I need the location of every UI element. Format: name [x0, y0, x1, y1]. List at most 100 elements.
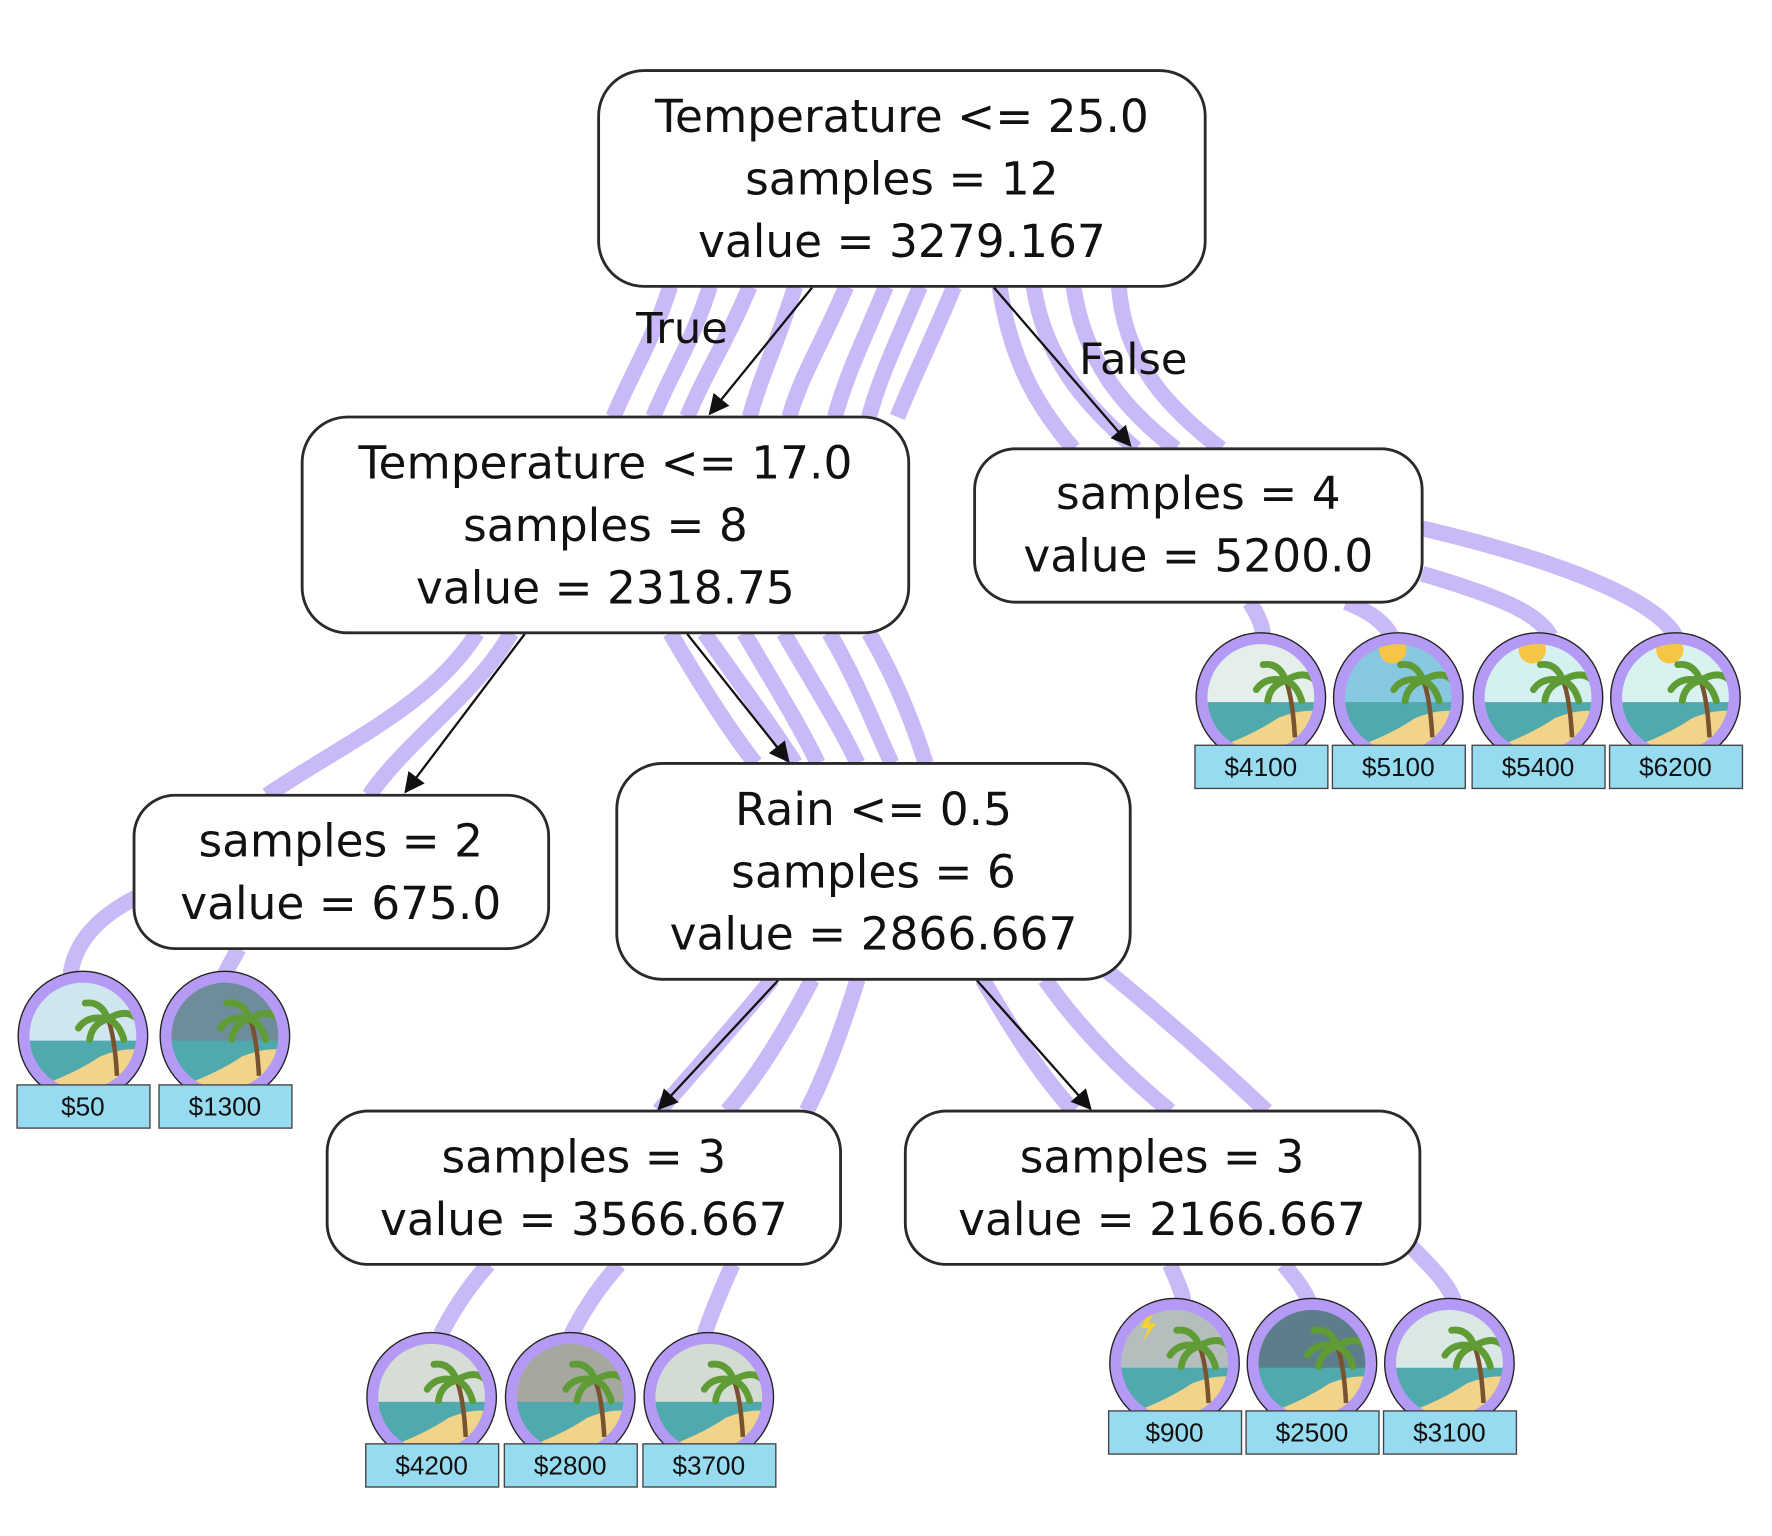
price-tag [1194, 744, 1329, 790]
flow-ribbon [889, 283, 962, 420]
flow-ribbon [606, 284, 678, 420]
edge-root-left [708, 286, 814, 416]
flow-ribbon [822, 628, 899, 767]
node-samples-text: samples = 2 [198, 815, 483, 868]
leaf-sample: $2500 [1245, 1297, 1380, 1455]
flow-ribbon [799, 976, 866, 1115]
flow-ribbon [564, 1259, 625, 1339]
beach-sun-rain-icon [1472, 632, 1604, 764]
price-label: $2500 [1276, 1418, 1349, 1448]
flow-ribbon [861, 283, 928, 420]
flow-ribbon [781, 283, 854, 420]
flow-ribbon [663, 628, 762, 769]
leaf-sample: $2800 [503, 1331, 638, 1488]
price-label: $5100 [1362, 752, 1435, 782]
edge-root-right [993, 286, 1132, 447]
beach-snow-icon [17, 970, 149, 1102]
leaf-sample: $4100 [1194, 632, 1329, 790]
flow-ribbon [645, 284, 718, 420]
price-tag [1245, 1410, 1380, 1455]
leaf-sample: $50 [16, 970, 151, 1129]
node-samples-text: samples = 12 [745, 152, 1059, 205]
flow-ribbon [1402, 1238, 1462, 1304]
node-value-text: value = 3279.167 [698, 215, 1106, 268]
leaf-samples: $50 $1300 $4100 $5100 $5400 $6200 $4200 $2800 $3… [16, 632, 1744, 1488]
node-samples-text: samples = 3 [442, 1130, 727, 1183]
node-left-right-left: samples = 3 value = 3566.667 [325, 1109, 842, 1266]
leaf-sample: $1300 [158, 970, 293, 1129]
node-left-right: Rain <= 0.5 samples = 6 value = 2866.667 [615, 762, 1132, 981]
flow-ribbon [737, 628, 826, 767]
flow-ribbon [1038, 974, 1176, 1118]
price-tag [16, 1084, 151, 1129]
leaf-sample: $3700 [642, 1331, 777, 1488]
node-right: samples = 4 value = 5200.0 [973, 447, 1424, 604]
beach-cloudy-icon [1195, 632, 1327, 764]
tree-edges: True False [404, 286, 1187, 1111]
edge-leftright-lrr [976, 979, 1092, 1111]
price-tag [158, 1084, 293, 1129]
edge-left-leftleft [404, 633, 526, 794]
node-value-text: value = 5200.0 [1023, 529, 1373, 582]
node-samples-text: samples = 6 [731, 845, 1016, 898]
beach-storm-icon [1109, 1297, 1240, 1429]
edge-leftright-lrl [657, 979, 779, 1111]
true-edge-label: True [635, 304, 728, 354]
price-label: $2800 [534, 1451, 607, 1481]
beach-sunny-icon [1332, 632, 1464, 764]
node-value-text: value = 2866.667 [670, 908, 1078, 961]
price-label: $50 [61, 1092, 105, 1122]
price-tag [365, 1443, 500, 1488]
beach-light-rain-icon [1383, 1297, 1515, 1429]
node-left-left: samples = 2 value = 675.0 [132, 793, 551, 951]
node-value-text: value = 2318.75 [416, 561, 795, 614]
leaf-sample: $900 [1107, 1297, 1243, 1455]
edge-left-leftright [686, 633, 790, 763]
node-root: Temperature <= 25.0 samples = 12 value =… [597, 69, 1207, 288]
beach-wind-icon [159, 970, 291, 1102]
leaf-sample: $4200 [365, 1331, 500, 1488]
node-value-text: value = 3566.667 [380, 1193, 788, 1246]
flow-ribbon [1102, 965, 1272, 1117]
flow-ribbon [1419, 566, 1558, 641]
flow-ribbon [1420, 520, 1683, 641]
beach-overcast-icon [366, 1331, 498, 1463]
tree-nodes: Temperature <= 25.0 samples = 12 value =… [132, 69, 1424, 1266]
price-label: $3700 [672, 1451, 745, 1481]
price-label: $4200 [395, 1451, 468, 1481]
price-tag [503, 1443, 638, 1488]
beach-sunny-icon [1610, 632, 1741, 764]
node-samples-text: samples = 4 [1056, 467, 1341, 520]
node-value-text: value = 675.0 [180, 877, 501, 930]
flow-ribbon [1242, 597, 1272, 637]
price-label: $3100 [1413, 1418, 1486, 1448]
node-samples-text: samples = 3 [1020, 1130, 1305, 1183]
node-split-text: Temperature <= 17.0 [358, 436, 853, 489]
price-tag [1107, 1410, 1243, 1455]
price-tag [1331, 744, 1466, 790]
flow-ribbon [262, 628, 484, 802]
flow-ribbon [776, 628, 865, 767]
price-tag [1382, 1410, 1518, 1455]
flow-ribbon [827, 283, 894, 420]
beach-cloudy-icon [643, 1331, 775, 1463]
beach-fog-icon [504, 1331, 636, 1463]
node-samples-text: samples = 8 [463, 499, 748, 552]
price-label: $1300 [189, 1092, 262, 1122]
flow-ribbon [433, 1259, 495, 1339]
flow-ribbon [1110, 285, 1226, 456]
price-label: $900 [1145, 1418, 1203, 1448]
price-tag [642, 1443, 777, 1488]
flow-ribbon [742, 284, 803, 420]
flow-ribbon [62, 890, 140, 977]
flow-ribbon [1162, 1261, 1192, 1303]
flow-ribbon [696, 1261, 740, 1338]
node-split-text: Temperature <= 25.0 [654, 90, 1149, 143]
price-tag [1471, 744, 1606, 790]
flow-ribbon [1065, 285, 1181, 456]
flow-ribbon [721, 975, 820, 1117]
node-split-text: Rain <= 0.5 [735, 783, 1012, 836]
leaf-sample: $5400 [1471, 632, 1606, 790]
node-left: Temperature <= 17.0 samples = 8 value = … [300, 415, 911, 635]
